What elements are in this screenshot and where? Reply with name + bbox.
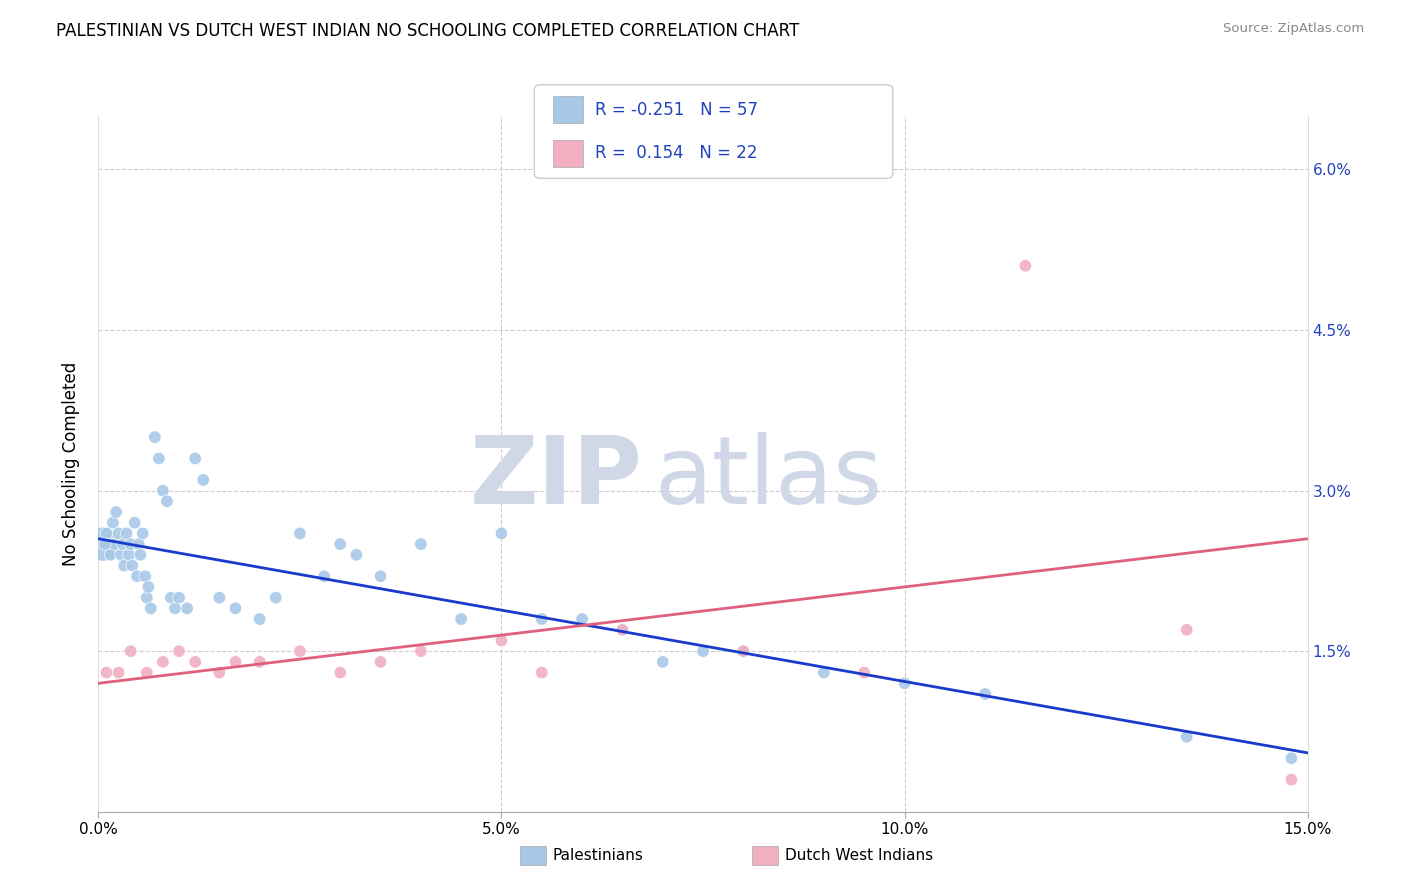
Text: ZIP: ZIP <box>470 432 643 524</box>
Point <box>132 526 155 541</box>
Point <box>1014 259 1036 273</box>
Point <box>107 665 129 680</box>
Point <box>370 655 392 669</box>
Point <box>143 430 166 444</box>
Point <box>314 569 336 583</box>
Point <box>813 665 835 680</box>
Point <box>692 644 714 658</box>
Point <box>127 569 149 583</box>
Point <box>450 612 472 626</box>
Text: Source: ZipAtlas.com: Source: ZipAtlas.com <box>1223 22 1364 36</box>
Point <box>208 591 231 605</box>
Text: PALESTINIAN VS DUTCH WEST INDIAN NO SCHOOLING COMPLETED CORRELATION CHART: PALESTINIAN VS DUTCH WEST INDIAN NO SCHO… <box>56 22 800 40</box>
Point <box>1175 623 1198 637</box>
Point <box>1281 772 1303 787</box>
Point <box>152 483 174 498</box>
Point <box>115 526 138 541</box>
Text: Palestinians: Palestinians <box>553 848 644 863</box>
Point <box>167 591 190 605</box>
Point <box>156 494 179 508</box>
Point <box>208 665 231 680</box>
Point <box>193 473 215 487</box>
Point <box>110 548 132 562</box>
Point <box>184 655 207 669</box>
Y-axis label: No Schooling Completed: No Schooling Completed <box>62 362 80 566</box>
Point <box>152 655 174 669</box>
Point <box>409 644 432 658</box>
Point <box>105 505 128 519</box>
Point <box>91 537 114 551</box>
Point <box>139 601 162 615</box>
Point <box>118 548 141 562</box>
Point <box>112 558 135 573</box>
Point <box>94 537 117 551</box>
Point <box>129 548 152 562</box>
Text: R =  0.154   N = 22: R = 0.154 N = 22 <box>595 145 758 162</box>
Point <box>224 655 246 669</box>
Point <box>491 526 513 541</box>
Point <box>128 537 150 551</box>
Point <box>733 644 755 658</box>
Point <box>135 591 157 605</box>
Point <box>138 580 160 594</box>
Point <box>1175 730 1198 744</box>
Point <box>612 623 634 637</box>
Point <box>288 526 311 541</box>
Point <box>329 665 352 680</box>
Point <box>491 633 513 648</box>
Point <box>288 644 311 658</box>
Point <box>344 548 367 562</box>
Point <box>96 665 118 680</box>
Point <box>224 601 246 615</box>
Point <box>176 601 198 615</box>
Point <box>329 537 352 551</box>
Point <box>100 548 122 562</box>
Point <box>409 537 432 551</box>
Point <box>249 612 271 626</box>
Point <box>853 665 876 680</box>
Point <box>530 665 553 680</box>
Point <box>530 612 553 626</box>
Point <box>124 516 146 530</box>
Point <box>974 687 997 701</box>
Text: atlas: atlas <box>655 432 883 524</box>
Point <box>107 526 129 541</box>
Point <box>651 655 673 669</box>
Point <box>101 516 124 530</box>
Point <box>370 569 392 583</box>
Point <box>96 526 118 541</box>
Point <box>111 537 134 551</box>
Point <box>184 451 207 466</box>
Point <box>160 591 183 605</box>
Point <box>893 676 915 690</box>
Point <box>612 623 634 637</box>
Text: R = -0.251   N = 57: R = -0.251 N = 57 <box>595 101 758 119</box>
Text: Dutch West Indians: Dutch West Indians <box>785 848 932 863</box>
Point <box>134 569 156 583</box>
Point <box>121 558 143 573</box>
Point <box>733 644 755 658</box>
Point <box>120 537 142 551</box>
Point <box>135 665 157 680</box>
Point <box>249 655 271 669</box>
Point <box>148 451 170 466</box>
Point <box>103 537 125 551</box>
Point <box>163 601 186 615</box>
Point <box>571 612 593 626</box>
Point <box>120 644 142 658</box>
Point <box>1281 751 1303 765</box>
Point <box>264 591 287 605</box>
Point <box>167 644 190 658</box>
